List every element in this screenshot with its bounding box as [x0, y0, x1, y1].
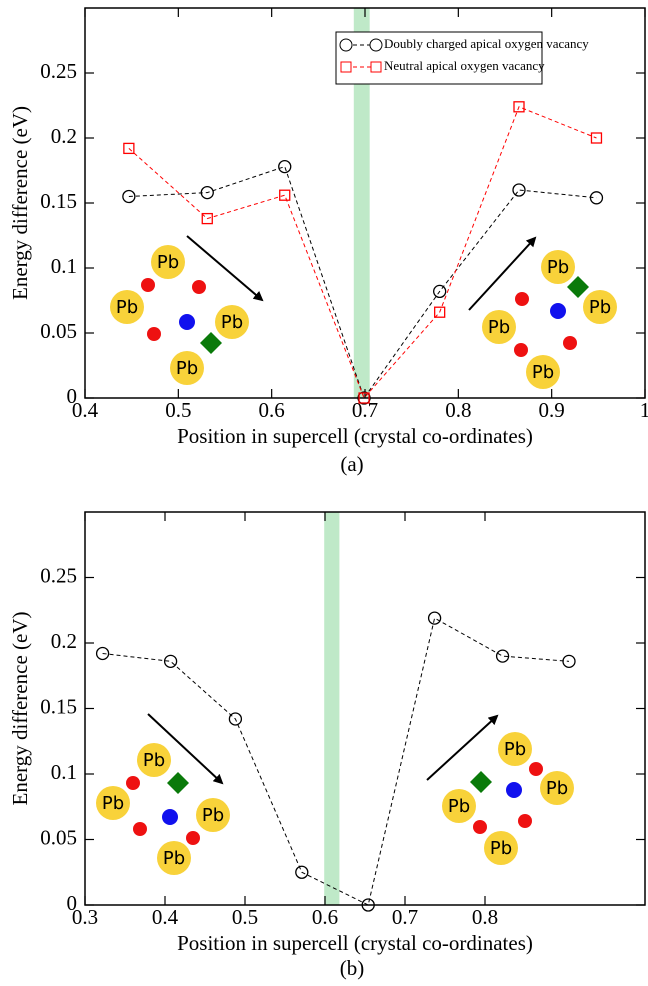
- oxygen-atom: [529, 762, 543, 776]
- x-tick-label: 0.9: [539, 398, 565, 422]
- y-axis-label: Energy difference (eV): [8, 612, 32, 806]
- y-tick-label: 0: [67, 384, 78, 408]
- figure: 0.4 0.5 0.6 0.7 0.8 0.9 1 0 0.05 0.1 0.15 0.2 0.25 Po…: [0, 0, 648, 986]
- y-tick-label: 0.2: [51, 629, 77, 653]
- y-axis-label: Energy difference (eV): [8, 106, 32, 300]
- oxygen-atom: [473, 820, 487, 834]
- pb-label: Pb: [116, 297, 138, 318]
- vacancy-diamond: [167, 772, 189, 794]
- x-tick-label: 0.5: [165, 398, 191, 422]
- legend-label: Doubly charged apical oxygen vacancy: [384, 36, 589, 51]
- pb-label: Pb: [589, 297, 611, 318]
- pb-label: Pb: [202, 805, 224, 826]
- pb-label: Pb: [163, 848, 185, 869]
- legend-marker: [371, 62, 381, 72]
- y-tick-label: 0.05: [40, 825, 77, 849]
- x-axis-label: Position in supercell (crystal co-ordina…: [177, 931, 533, 955]
- x-tick-label: 0.6: [259, 398, 285, 422]
- oxygen-atom: [563, 336, 577, 350]
- pb-label: Pb: [547, 257, 569, 278]
- vacancy-diamond: [567, 276, 589, 298]
- center-atom: [506, 782, 522, 798]
- legend-marker: [370, 39, 382, 51]
- pb-label: Pb: [176, 358, 198, 379]
- center-atom: [550, 303, 566, 319]
- oxygen-atom: [141, 278, 155, 292]
- marker: [429, 612, 441, 624]
- pb-label: Pb: [488, 317, 510, 338]
- y-tick-label: 0.15: [40, 189, 77, 213]
- legend-label: Neutral apical oxygen vacancy: [384, 58, 545, 73]
- oxygen-atom: [147, 327, 161, 341]
- x-tick-label: 0.5: [232, 905, 258, 929]
- pb-label: Pb: [157, 252, 179, 273]
- marker: [279, 161, 291, 173]
- legend-marker: [341, 62, 351, 72]
- pb-label: Pb: [504, 739, 526, 760]
- legend-marker: [340, 39, 352, 51]
- vacancy-diamond: [470, 771, 492, 793]
- x-tick-label: 0.7: [392, 905, 418, 929]
- caption: (a): [340, 452, 363, 476]
- pb-label: Pb: [532, 362, 554, 383]
- y-tick-label: 0.1: [51, 254, 77, 278]
- oxygen-atom: [192, 280, 206, 294]
- vacancy-diamond: [200, 332, 222, 354]
- y-tick-label: 0.25: [40, 59, 77, 83]
- shaded-band: [324, 512, 339, 905]
- pb-label: Pb: [143, 750, 165, 771]
- oxygen-atom: [186, 831, 200, 845]
- x-tick-label: 1: [640, 398, 648, 422]
- pb-label: Pb: [490, 838, 512, 859]
- arrow: [427, 716, 497, 780]
- pb-label: Pb: [221, 312, 243, 333]
- pb-label: Pb: [448, 796, 470, 817]
- center-atom: [162, 809, 178, 825]
- oxygen-atom: [126, 776, 140, 790]
- y-tick-label: 0.25: [40, 563, 77, 587]
- pb-label: Pb: [546, 778, 568, 799]
- oxygen-atom: [133, 822, 147, 836]
- center-atom: [179, 314, 195, 330]
- marker: [280, 190, 290, 200]
- y-tick-label: 0: [67, 891, 78, 915]
- x-tick-label: 0.8: [472, 905, 498, 929]
- oxygen-atom: [515, 292, 529, 306]
- y-tick-label: 0.1: [51, 760, 77, 784]
- pb-label: Pb: [102, 793, 124, 814]
- caption: (b): [340, 956, 365, 980]
- x-axis-label: Position in supercell (crystal co-ordina…: [177, 424, 533, 448]
- y-tick-label: 0.2: [51, 124, 77, 148]
- x-tick-label: 0.7: [352, 398, 378, 422]
- x-tick-label: 0.8: [445, 398, 471, 422]
- y-tick-label: 0.15: [40, 694, 77, 718]
- oxygen-atom: [518, 814, 532, 828]
- x-tick-label: 0.6: [312, 905, 338, 929]
- oxygen-atom: [514, 343, 528, 357]
- y-tick-label: 0.05: [40, 319, 77, 343]
- x-tick-label: 0.4: [152, 905, 179, 929]
